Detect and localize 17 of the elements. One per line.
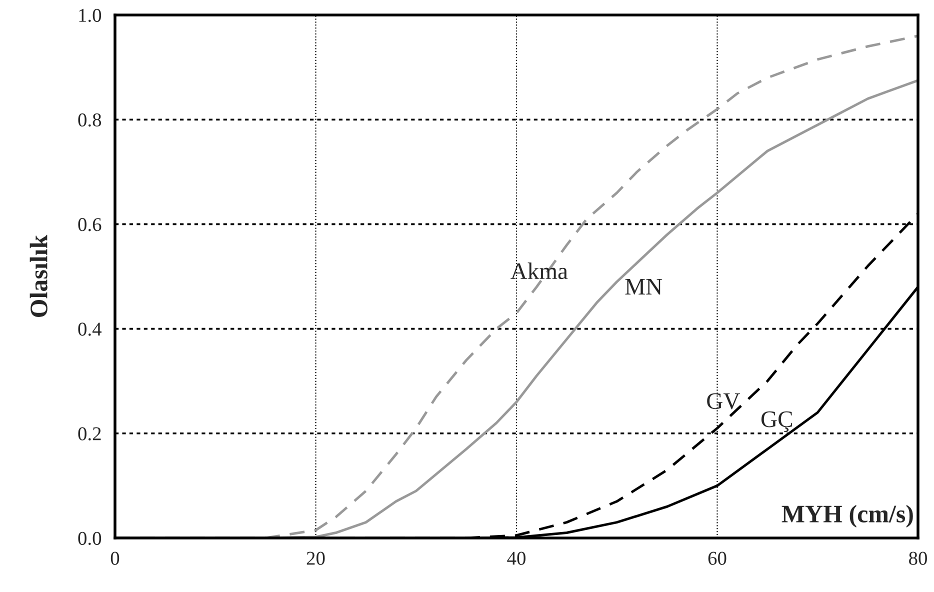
x-axis-title: MYH (cm/s)	[782, 504, 913, 528]
y-tick-label: 0.2	[78, 427, 101, 440]
y-axis-title: Olasılık	[30, 234, 48, 317]
series-label: MN	[625, 278, 662, 294]
y-tick-label: 0.6	[78, 218, 102, 232]
x-tick-label: 20	[306, 552, 325, 565]
x-tick-label: 80	[909, 552, 927, 565]
x-tick-label: 60	[708, 552, 726, 565]
x-tick-label: 0	[110, 552, 120, 565]
series-label: GV	[707, 393, 740, 410]
y-tick-label: 0.0	[78, 532, 102, 546]
y-tick-label: 0.4	[78, 322, 102, 336]
x-tick-label: 40	[507, 552, 526, 565]
series-label: Akma	[510, 262, 568, 280]
series-label: GÇ	[761, 411, 792, 432]
y-tick-label: 0.8	[78, 113, 102, 127]
y-tick-label: 1.0	[79, 8, 102, 22]
